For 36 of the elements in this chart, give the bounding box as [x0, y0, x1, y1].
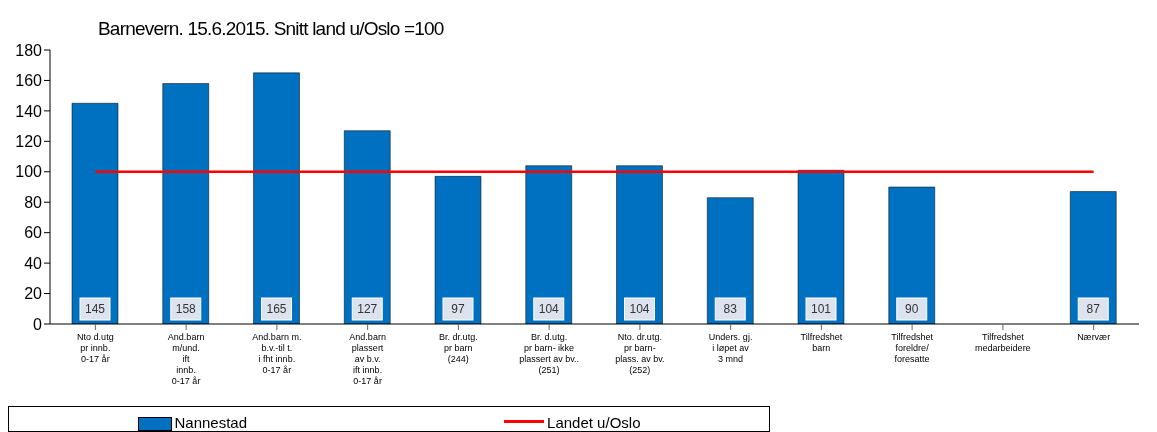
data-label: 165: [266, 302, 287, 316]
y-tick-label: 40: [24, 254, 43, 272]
data-label: 101: [810, 302, 832, 316]
y-tick-label: 180: [15, 41, 43, 59]
x-tick-label: And.barn plassert av b.v. ift innb. 0-17 år: [349, 332, 386, 386]
x-tick-label: Nto d.utg pr innb. 0-17 år: [77, 332, 114, 364]
chart-title: Barnevern. 15.6.2015. Snitt land u/Oslo =100: [98, 18, 444, 40]
data-label: 158: [175, 302, 197, 316]
y-tick-label: 100: [15, 163, 43, 181]
x-tick-label: And.barn m. b.v.-til t. i fht innb. 0-17 år: [252, 332, 302, 375]
data-label: 90: [905, 302, 919, 316]
x-tick-label: Tilfredshet medarbeidere: [975, 332, 1031, 353]
data-label: 145: [84, 302, 106, 316]
data-label: 87: [1086, 302, 1101, 316]
data-label: 104: [538, 302, 560, 316]
x-tick-label: Nærvær: [1077, 332, 1111, 342]
y-tick-label: 160: [15, 72, 43, 90]
y-tick-label: 120: [15, 133, 43, 151]
x-tick-label: Br. dr.utg. pr barn (244): [439, 332, 478, 364]
x-tick-label: Tilfredshet foreldre/ foresatte: [891, 332, 934, 364]
x-tick-label: Tilfredshet barn: [800, 332, 843, 353]
data-label: 97: [451, 302, 465, 316]
x-tick-label: Unders. gj. i løpet av 3 mnd: [708, 332, 753, 364]
data-label: 127: [357, 302, 378, 316]
legend-label: Nannestad: [173, 413, 248, 431]
x-tick-label: And.barn m/und. ift innb. 0-17 år: [167, 332, 205, 386]
y-tick-label: 80: [24, 193, 43, 211]
y-tick-label: 0: [33, 315, 43, 333]
legend-label: Landet u/Oslo: [546, 413, 641, 431]
x-tick-label: Nto. dr.utg. pr barn- plass. av bv. (252): [615, 332, 665, 375]
x-tick-label: Br. d.utg. pr barn- ikke plassert av bv.. (251): [519, 332, 580, 375]
data-label: 83: [723, 302, 738, 316]
y-tick-label: 60: [24, 224, 43, 242]
y-tick-label: 20: [24, 285, 43, 303]
y-tick-label: 140: [15, 102, 43, 120]
data-label: 104: [629, 302, 650, 316]
